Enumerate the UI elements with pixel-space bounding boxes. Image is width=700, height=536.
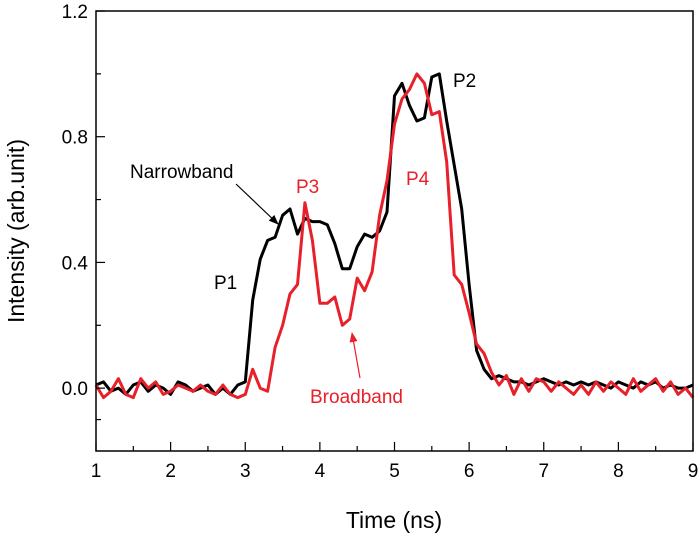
x-tick-label: 6 xyxy=(464,461,475,482)
annotations: Narrowband P3 P4 P2 P1 Broadband xyxy=(130,71,476,408)
y-axis: 0.0 0.4 0.8 1.2 xyxy=(62,2,105,421)
x-tick-label: 3 xyxy=(240,461,251,482)
label-p2: P2 xyxy=(453,71,476,92)
label-p4: P4 xyxy=(406,169,430,190)
y-tick-label: 1.2 xyxy=(62,2,88,23)
broadband-arrow xyxy=(349,332,361,379)
x-tick-label: 1 xyxy=(91,461,102,482)
label-p1: P1 xyxy=(214,273,237,294)
x-axis: 1 2 3 4 5 6 7 8 9 xyxy=(91,442,699,482)
x-axis-title: Time (ns) xyxy=(346,507,442,533)
x-tick-label: 2 xyxy=(165,461,176,482)
x-tick-label: 5 xyxy=(389,461,400,482)
label-narrowband: Narrowband xyxy=(130,162,234,183)
y-tick-label: 0.4 xyxy=(62,253,89,274)
y-tick-label: 0.8 xyxy=(62,128,88,149)
label-p3: P3 xyxy=(296,177,319,198)
y-axis-title: Intensity (arb.unit) xyxy=(3,139,29,323)
label-broadband: Broadband xyxy=(310,387,403,408)
x-tick-label: 4 xyxy=(315,461,326,482)
series-layer xyxy=(94,72,695,400)
x-tick-label: 9 xyxy=(688,461,699,482)
series-line-broadband xyxy=(94,72,695,400)
x-tick-label: 8 xyxy=(613,461,624,482)
narrowband-arrow xyxy=(235,183,279,225)
x-tick-label: 7 xyxy=(538,461,549,482)
y-tick-label: 0.0 xyxy=(62,379,88,400)
